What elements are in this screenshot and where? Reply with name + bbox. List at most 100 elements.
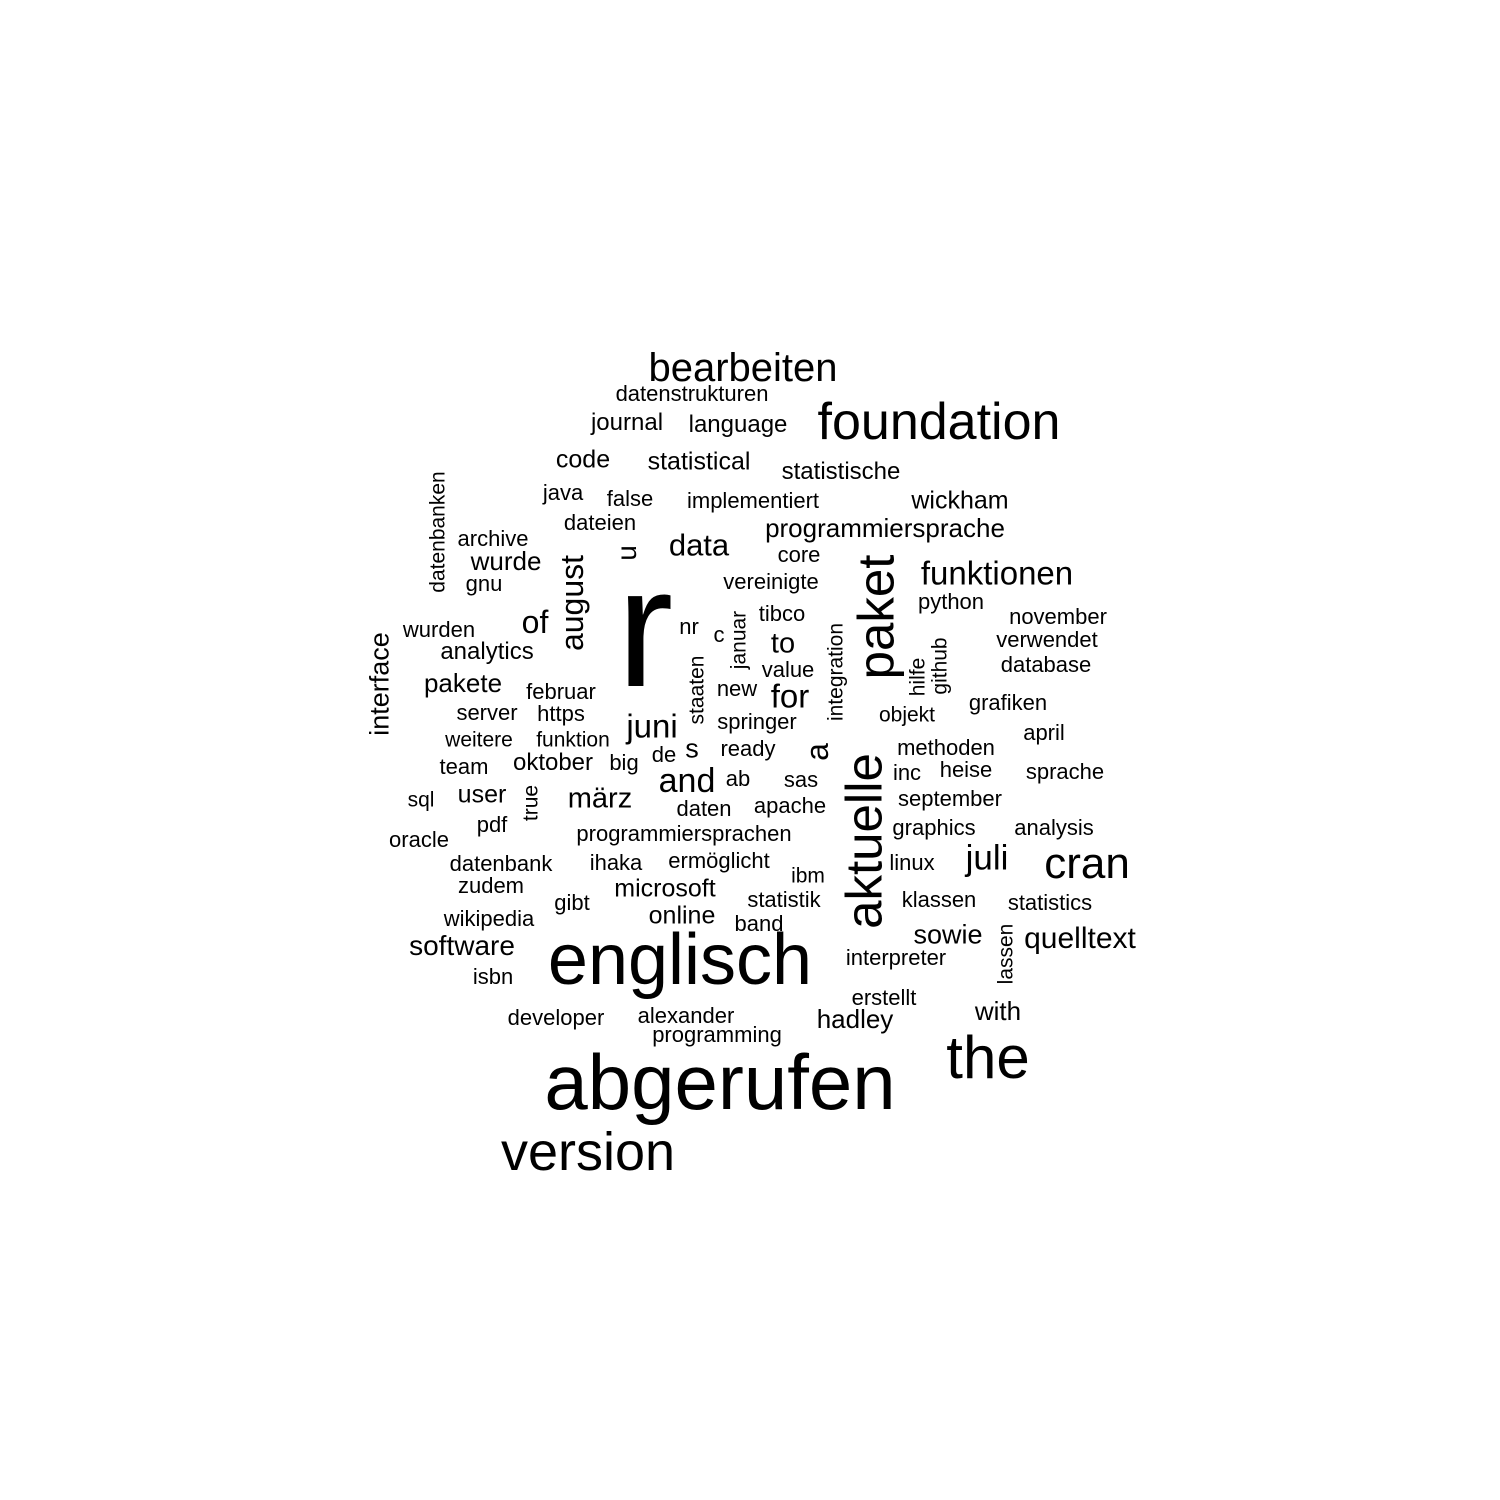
word-wikipedia: wikipedia xyxy=(443,906,535,931)
word-sowie: sowie xyxy=(913,919,983,950)
word-dateien: dateien xyxy=(563,510,637,535)
word-programmiersprachen: programmiersprachen xyxy=(576,821,792,846)
word-hadley: hadley xyxy=(816,1004,894,1034)
word-gnu: gnu xyxy=(465,571,503,596)
word-version: version xyxy=(500,1122,676,1182)
word-alexander: alexander xyxy=(637,1003,735,1028)
word-java: java xyxy=(542,480,584,505)
word-server: server xyxy=(456,700,518,725)
word-wurde: wurde xyxy=(470,546,542,576)
word-r: r xyxy=(616,533,674,723)
word-ihaka: ihaka xyxy=(589,850,643,875)
word-core: core xyxy=(777,542,821,567)
word-funktion: funktion xyxy=(536,728,610,752)
word-new: new xyxy=(716,676,758,701)
word-funktionen: funktionen xyxy=(920,554,1074,592)
word-august: august xyxy=(554,554,590,652)
word-daten: daten xyxy=(676,796,732,821)
word-team: team xyxy=(439,754,489,779)
word-objekt: objekt xyxy=(878,703,936,727)
word-a: a xyxy=(799,743,835,761)
word-analysis: analysis xyxy=(1014,815,1094,840)
word-with: with xyxy=(974,996,1022,1026)
word-https: https xyxy=(537,701,585,726)
word-nr: nr xyxy=(679,614,699,639)
word-ermöglicht: ermöglicht xyxy=(668,848,770,873)
word-inc: inc xyxy=(892,760,922,785)
word-user: user xyxy=(457,780,507,809)
word-wurden: wurden xyxy=(402,617,476,642)
word-github: github xyxy=(928,637,952,695)
word-code: code xyxy=(555,445,611,474)
word-tibco: tibco xyxy=(758,601,806,626)
word-programmiersprache: programmiersprache xyxy=(765,513,1005,543)
word-abgerufen: abgerufen xyxy=(544,1038,896,1126)
word-programming: programming xyxy=(652,1022,782,1047)
word-grafiken: grafiken xyxy=(968,690,1048,715)
word-statistische: statistische xyxy=(781,458,901,485)
word-statistik: statistik xyxy=(747,887,821,912)
word-staaten: staaten xyxy=(685,655,709,725)
word-wickham: wickham xyxy=(911,486,1009,515)
word-juli: juli xyxy=(965,838,1009,878)
word-zudem: zudem xyxy=(457,873,525,898)
word-datenstrukturen: datenstrukturen xyxy=(615,381,769,406)
word-of: of xyxy=(521,604,549,640)
word-januar: januar xyxy=(727,610,751,670)
word-juni: juni xyxy=(626,707,678,745)
word-developer: developer xyxy=(507,1005,605,1030)
word-big: big xyxy=(609,750,639,775)
word-false: false xyxy=(606,486,654,511)
word-ibm: ibm xyxy=(791,864,825,888)
word-data: data xyxy=(668,527,730,563)
word-november: november xyxy=(1009,604,1107,629)
word-oracle: oracle xyxy=(389,827,449,852)
word-to: to xyxy=(770,627,796,660)
word-integration: integration xyxy=(824,622,848,722)
word-archive: archive xyxy=(457,526,529,551)
word-and: and xyxy=(658,762,716,800)
word-erstellt: erstellt xyxy=(851,985,917,1010)
word-ab: ab xyxy=(725,766,751,791)
word-python: python xyxy=(917,589,985,614)
word-the: the xyxy=(946,1024,1030,1091)
word-pakete: pakete xyxy=(423,668,503,698)
word-language: language xyxy=(688,411,788,438)
word-englisch: englisch xyxy=(547,920,813,1000)
word-analytics: analytics xyxy=(440,638,534,665)
word-paket: paket xyxy=(847,554,905,680)
word-pdf: pdf xyxy=(476,812,508,837)
word-band: band xyxy=(734,911,784,936)
word-statistics: statistics xyxy=(1007,890,1093,915)
word-quelltext: quelltext xyxy=(1024,922,1136,955)
word-online: online xyxy=(648,901,716,930)
word-value: value xyxy=(761,657,815,682)
word-verwendet: verwendet xyxy=(996,627,1098,652)
word-software: software xyxy=(409,930,515,961)
word-weitere: weitere xyxy=(445,728,513,752)
word-apache: apache xyxy=(753,793,827,818)
word-true: true xyxy=(519,784,543,822)
word-springer: springer xyxy=(717,709,797,734)
word-statistical: statistical xyxy=(647,447,751,476)
word-märz: märz xyxy=(567,782,633,815)
word-klassen: klassen xyxy=(901,887,977,912)
word-heise: heise xyxy=(939,757,993,782)
word-database: database xyxy=(1000,652,1092,677)
word-sql: sql xyxy=(407,788,435,812)
word-foundation: foundation xyxy=(817,393,1061,451)
word-de: de xyxy=(651,742,677,767)
word-cran: cran xyxy=(1044,839,1130,888)
word-u: u xyxy=(611,545,642,561)
word-vereinigte: vereinigte xyxy=(723,569,819,594)
word-interface: interface xyxy=(364,632,395,736)
word-september: september xyxy=(898,786,1002,811)
word-microsoft: microsoft xyxy=(614,874,716,903)
word-april: april xyxy=(1023,720,1065,745)
word-isbn: isbn xyxy=(472,964,514,989)
word-ready: ready xyxy=(720,736,776,761)
word-interpreter: interpreter xyxy=(845,945,947,970)
word-methoden: methoden xyxy=(897,735,995,760)
word-gibt: gibt xyxy=(554,890,590,915)
word-linux: linux xyxy=(889,850,935,875)
